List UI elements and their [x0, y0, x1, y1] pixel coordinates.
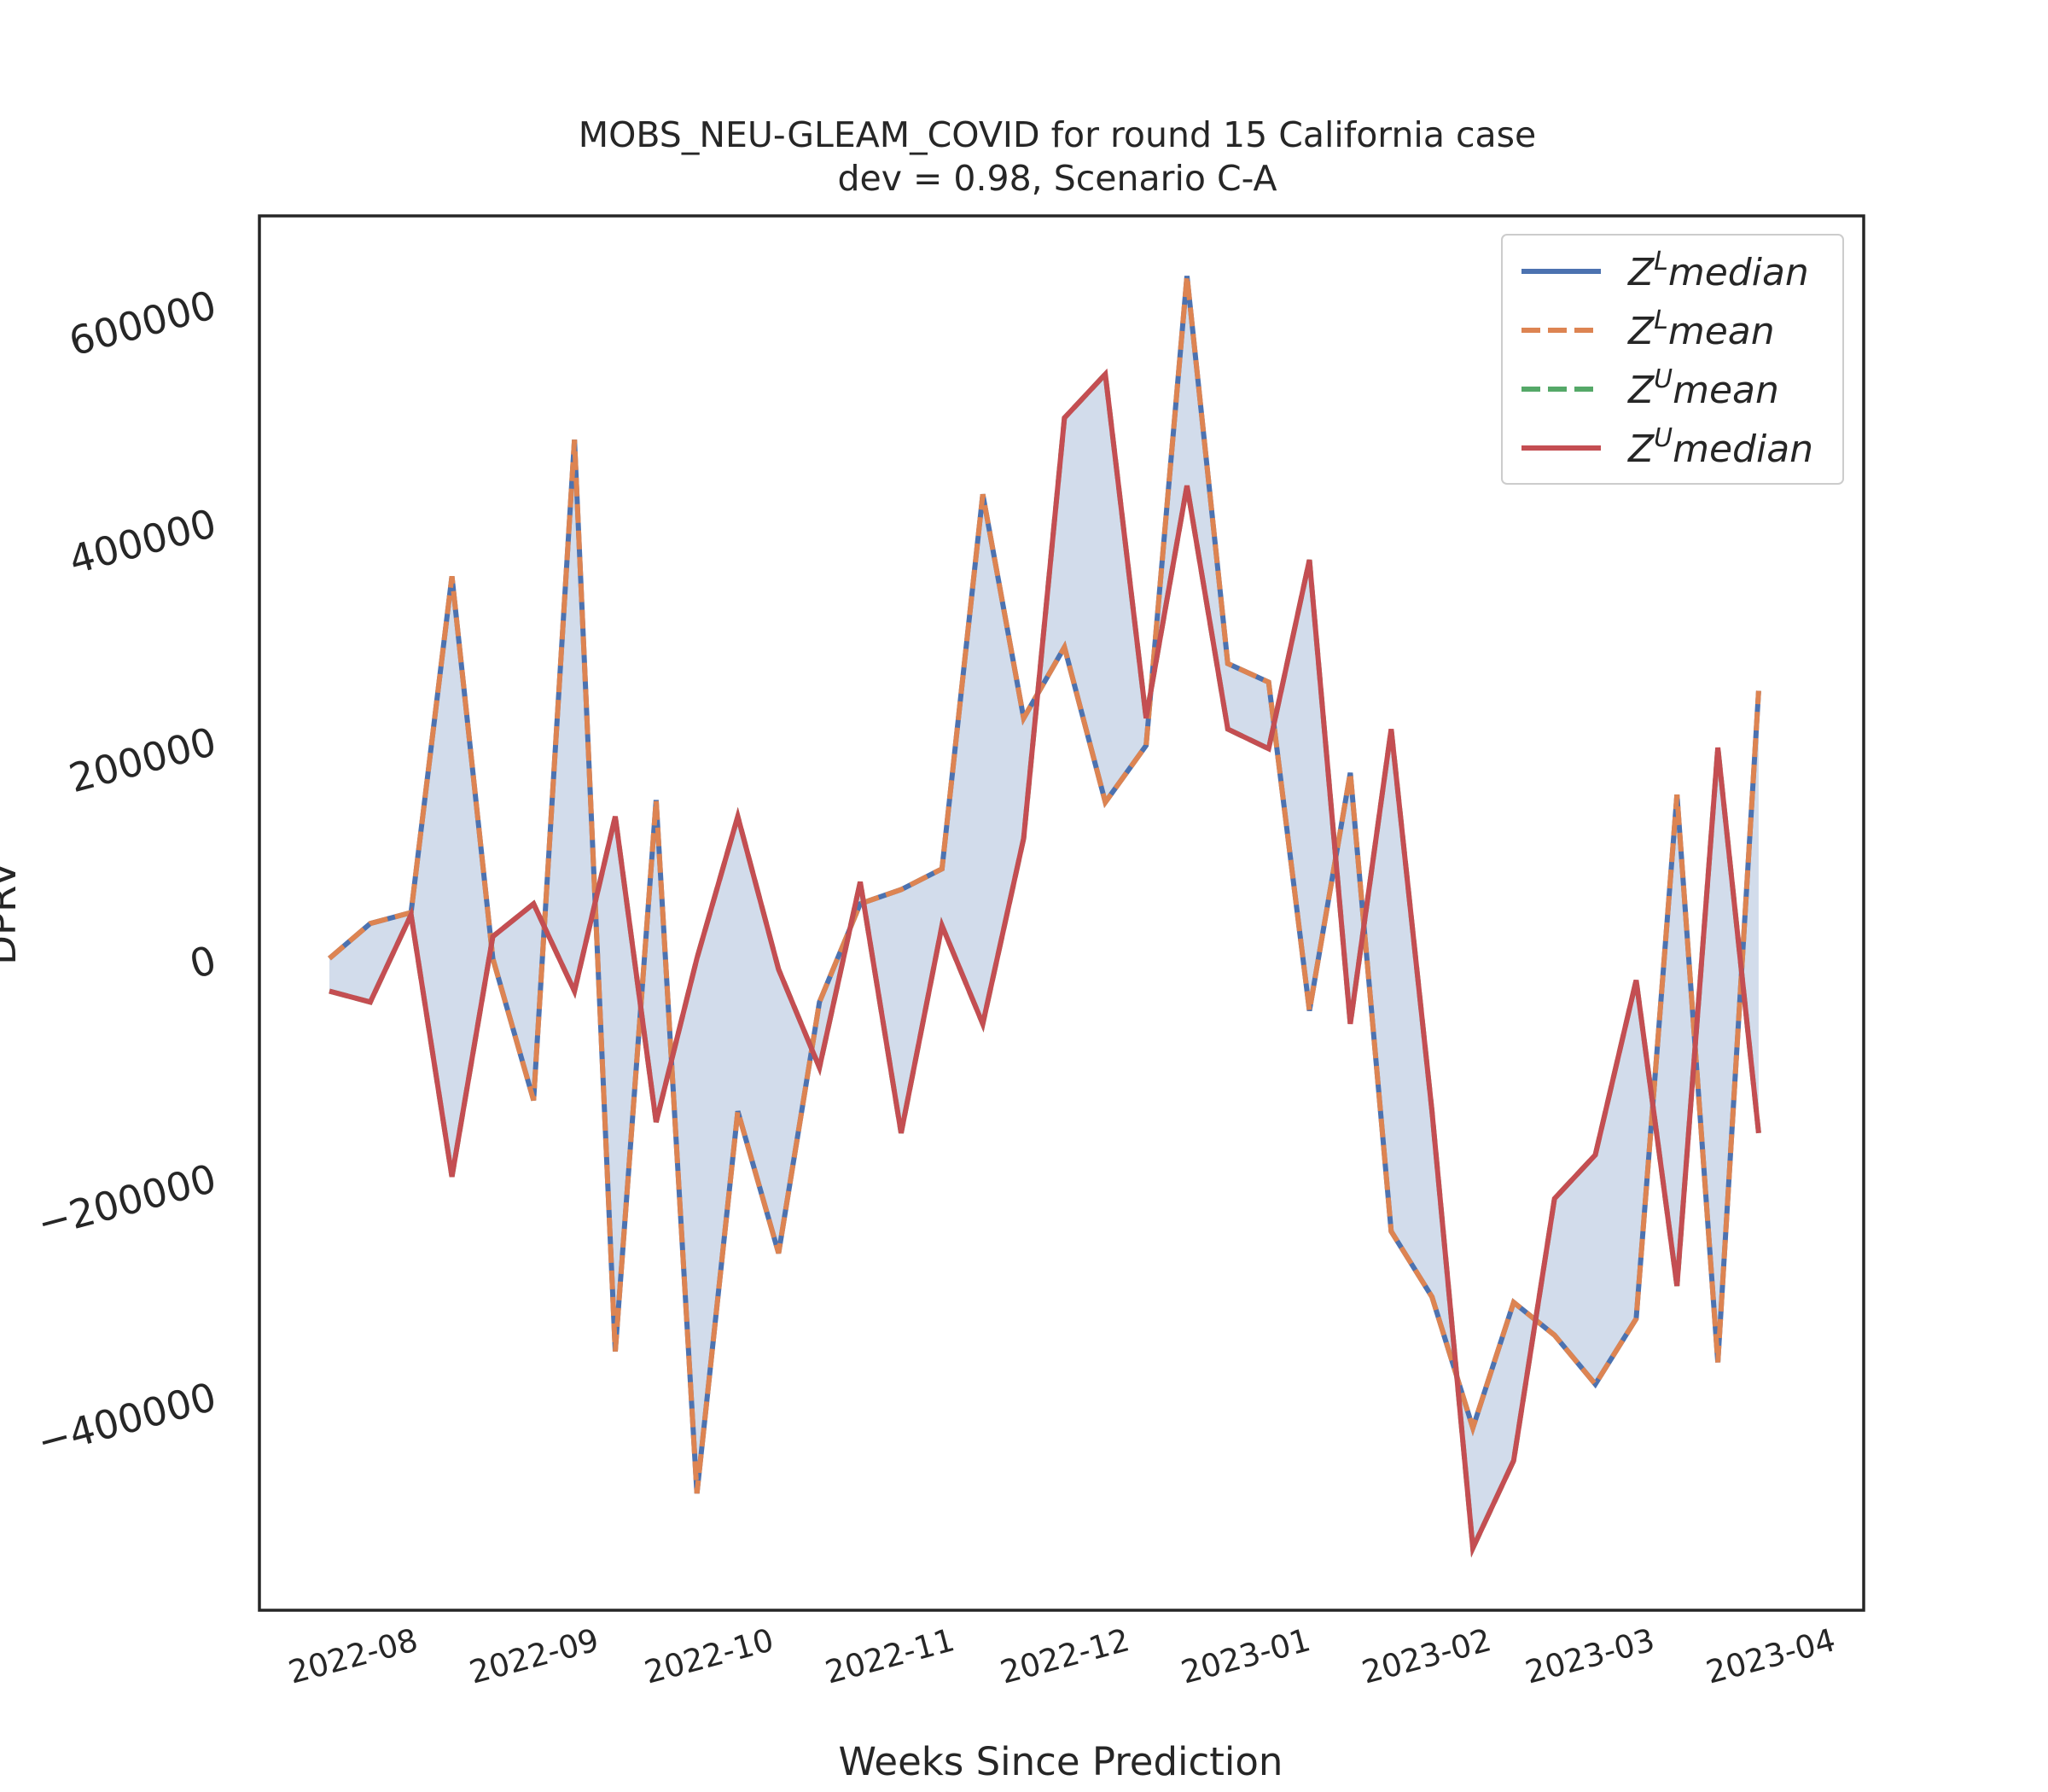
legend-label: ZLmean: [1627, 305, 1775, 353]
chart-title: MOBS_NEU-GLEAM_COVID for round 15 Califo…: [579, 114, 1536, 155]
legend-box: [1501, 234, 1844, 485]
x-axis-label: Weeks Since Prediction: [839, 1739, 1283, 1784]
y-axis-label: DPRV: [0, 861, 25, 965]
legend-label: ZUmean: [1627, 364, 1779, 412]
plot-area: [328, 276, 1761, 1558]
chart-subtitle: dev = 0.98, Scenario C-A: [837, 158, 1277, 199]
band-fill: [329, 276, 1759, 1549]
plot-frame: [258, 214, 1865, 1612]
legend-label: ZUmedian: [1627, 423, 1813, 471]
legend: ZLmedian ZLmean ZUmean ZUmedian: [1501, 234, 1844, 485]
series-line-3: [329, 368, 1761, 1558]
series-line-1: [328, 276, 1761, 1494]
legend-label: ZLmedian: [1627, 247, 1809, 294]
